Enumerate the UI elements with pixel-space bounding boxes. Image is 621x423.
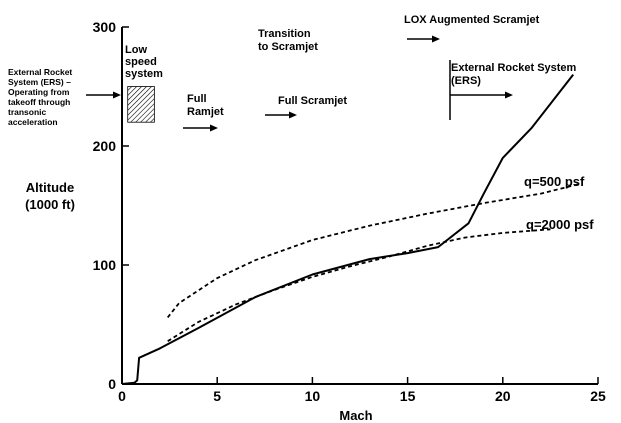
ers-left-arrowhead [113, 91, 121, 99]
q500-line [166, 183, 580, 318]
svg-text:External Rocket: External Rocket [8, 67, 72, 77]
full-scramjet-arrowhead [289, 111, 297, 119]
annotation-lox: LOX Augmented Scramjet [404, 14, 540, 26]
q2000-line [167, 228, 551, 342]
lox-arrowhead [432, 35, 440, 43]
svg-text:acceleration: acceleration [8, 117, 58, 127]
svg-text:Ramjet: Ramjet [187, 106, 224, 118]
svg-text:(ERS): (ERS) [451, 75, 481, 87]
svg-text:Operating from: Operating from [8, 87, 70, 97]
x-tick-label: 0 [118, 388, 126, 404]
annotation-ers-left: External Rocket System (ERS) – Operating… [8, 67, 72, 127]
annotation-ers-right: External Rocket System (ERS) [451, 62, 577, 87]
x-tick-label: 15 [400, 388, 416, 404]
svg-text:System (ERS) –: System (ERS) – [8, 77, 71, 87]
y-tick-label: 0 [108, 376, 116, 392]
svg-text:transonic: transonic [8, 107, 47, 117]
annotation-full-scramjet: Full Scramjet [278, 95, 347, 107]
svg-text:Transition: Transition [258, 28, 311, 40]
y-axis-ticks: 0 100 200 300 [93, 19, 129, 392]
y-tick-label: 200 [93, 138, 117, 154]
full-ramjet-arrowhead [210, 124, 218, 132]
low-speed-band [127, 86, 155, 123]
svg-text:Full: Full [187, 93, 207, 105]
annotation-full-ramjet: Full Ramjet [187, 93, 224, 118]
x-tick-label: 25 [590, 388, 606, 404]
y-axis-label: Altitude [26, 180, 74, 195]
annotation-transition: Transition to Scramjet [258, 28, 318, 53]
annotation-low-speed: Low speed system [125, 44, 163, 80]
series-label-q2000: q=2000 psf [526, 217, 594, 232]
ers-right-arrowhead [505, 91, 513, 99]
x-tick-label: 5 [213, 388, 221, 404]
series-label-q500: q=500 psf [524, 174, 585, 189]
svg-text:system: system [125, 68, 163, 80]
series-group [121, 73, 580, 385]
x-tick-label: 20 [495, 388, 511, 404]
svg-text:to Scramjet: to Scramjet [258, 41, 318, 53]
y-tick-label: 300 [93, 19, 117, 35]
y-tick-label: 100 [93, 257, 117, 273]
svg-text:External Rocket System: External Rocket System [451, 62, 577, 74]
y-axis-unit: (1000 ft) [25, 197, 75, 212]
svg-text:takeoff through: takeoff through [8, 97, 70, 107]
svg-text:speed: speed [125, 56, 157, 68]
x-axis-label: Mach [339, 408, 372, 423]
trajectory-line [121, 73, 574, 385]
x-axis-ticks: 0 5 10 15 20 25 [118, 377, 606, 404]
svg-text:Low: Low [125, 44, 147, 56]
x-tick-label: 10 [305, 388, 321, 404]
